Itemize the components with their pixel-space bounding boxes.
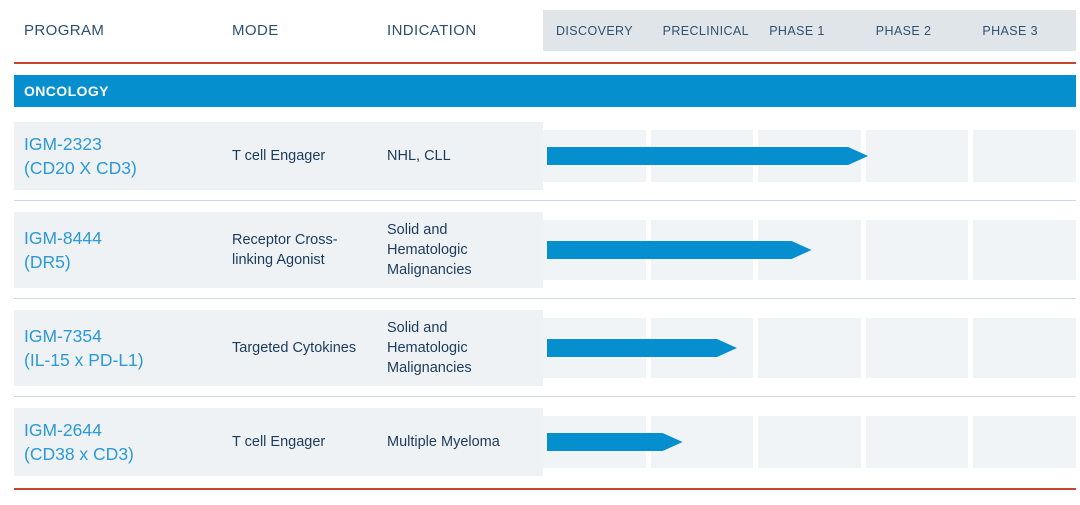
top-divider-rule <box>14 62 1076 64</box>
bottom-divider-rule <box>14 488 1076 490</box>
mode-column-header: MODE <box>232 22 279 39</box>
pipeline-row: IGM-7354 (IL-15 x PD-L1) Targeted Cytokine… <box>14 310 1076 386</box>
mode-cell: Targeted Cytokines <box>232 340 357 356</box>
row-background <box>14 122 543 190</box>
section-label: ONCOLOGY <box>24 83 109 99</box>
phase-track <box>543 220 1076 280</box>
phase-cell <box>973 220 1076 280</box>
phase-cell <box>865 416 969 468</box>
row-separator <box>14 200 1076 201</box>
program-column-header: PROGRAM <box>24 22 105 39</box>
program-target[interactable]: (DR5) <box>24 252 71 272</box>
program-target[interactable]: (CD38 x CD3) <box>24 444 134 464</box>
pipeline-row: IGM-2323 (CD20 X CD3) T cell Engager NHL, C… <box>14 122 1076 190</box>
mode-cell: T cell Engager <box>232 434 326 450</box>
program-cell: IGM-2323 (CD20 X CD3) <box>24 132 232 180</box>
phase-header-band: DISCOVERY PRECLINICAL PHASE 1 PHASE 2 PH… <box>543 10 1076 51</box>
program-name[interactable]: IGM-2323 <box>24 134 102 154</box>
row-background <box>14 310 543 386</box>
pipeline-rows: IGM-2323 (CD20 X CD3) T cell Engager NHL, C… <box>14 122 1076 490</box>
phase-cell <box>973 130 1076 182</box>
row-background <box>14 212 543 288</box>
row-separator <box>14 298 1076 299</box>
program-cell: IGM-2644 (CD38 x CD3) <box>24 418 232 466</box>
phase-track <box>543 416 1076 468</box>
program-target[interactable]: (IL-15 x PD-L1) <box>24 350 144 370</box>
indication-cell: Solid and Hematologic Malignancies <box>387 320 472 376</box>
progress-arrow <box>547 241 812 259</box>
program-name[interactable]: IGM-2644 <box>24 420 102 440</box>
indication-cell: NHL, CLL <box>387 148 451 164</box>
pipeline-row: IGM-2644 (CD38 x CD3) T cell Engager Multip… <box>14 408 1076 476</box>
phase-cell <box>865 318 969 378</box>
indication-column-header: INDICATION <box>387 22 477 39</box>
indication-cell: Multiple Myeloma <box>387 434 500 450</box>
progress-arrow <box>547 433 683 451</box>
phase-cell <box>865 220 969 280</box>
column-headers: PROGRAM MODE INDICATION <box>14 10 527 51</box>
mode-cell: Receptor Cross-linking Agonist <box>232 232 338 268</box>
mode-cell: T cell Engager <box>232 148 326 164</box>
row-separator <box>14 396 1076 397</box>
phase-cell <box>758 416 861 468</box>
program-cell: IGM-7354 (IL-15 x PD-L1) <box>24 324 232 372</box>
phase-header-discovery: DISCOVERY <box>556 23 634 38</box>
section-header-oncology: ONCOLOGY <box>14 75 1076 107</box>
program-target[interactable]: (CD20 X CD3) <box>24 158 137 178</box>
progress-arrow <box>547 147 868 165</box>
phase-header-preclinical: PRECLINICAL <box>662 23 749 38</box>
phase-header-phase1: PHASE 1 <box>769 23 825 38</box>
indication-cell: Solid and Hematologic Malignancies <box>387 222 472 278</box>
phase-track <box>543 318 1076 378</box>
row-background <box>14 408 543 476</box>
progress-arrow <box>547 339 737 357</box>
phase-header-phase2: PHASE 2 <box>875 23 932 38</box>
phase-cell <box>758 318 861 378</box>
program-cell: IGM-8444 (DR5) <box>24 226 232 274</box>
pipeline-row: IGM-8444 (DR5) Receptor Cross-linking Agon… <box>14 212 1076 288</box>
phase-cell <box>973 416 1076 468</box>
phase-header-phase3: PHASE 3 <box>982 23 1038 38</box>
phase-cell <box>973 318 1076 378</box>
program-name[interactable]: IGM-7354 <box>24 326 102 346</box>
phase-track <box>543 130 1076 182</box>
program-name[interactable]: IGM-8444 <box>24 228 102 248</box>
phase-cell <box>865 130 969 182</box>
